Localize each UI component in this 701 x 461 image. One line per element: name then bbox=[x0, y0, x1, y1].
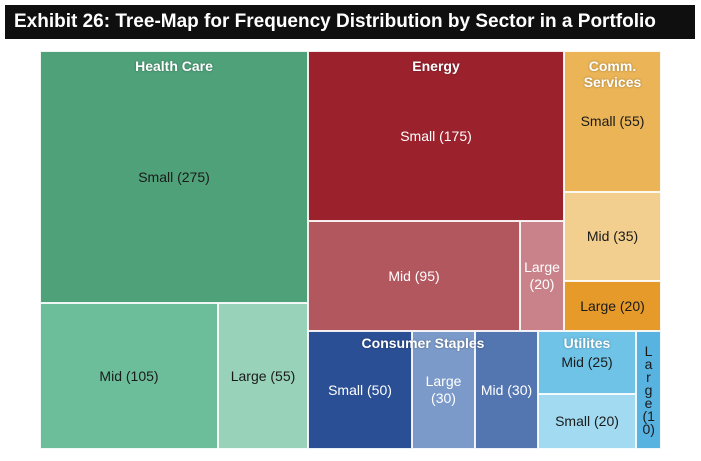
treemap-cell-energy-large: Large (20) bbox=[520, 221, 564, 331]
treemap-cell-health-care-small: Small (275) bbox=[40, 51, 308, 303]
sector-label-energy: Energy bbox=[412, 58, 460, 74]
cell-label: Large (20) bbox=[580, 297, 645, 314]
cell-label: Mid (105) bbox=[99, 367, 159, 384]
sector-label-utilites: Utilites bbox=[563, 335, 611, 351]
treemap-cell-health-care-mid: Mid (105) bbox=[40, 303, 218, 449]
cell-label: Large (30) bbox=[425, 373, 462, 406]
sector-label-comm-services: Comm. Services bbox=[583, 58, 642, 90]
cell-label: Mid (35) bbox=[586, 228, 639, 244]
cell-label: Small (20) bbox=[555, 413, 619, 429]
treemap-cell-utilites-large: Large (10) bbox=[636, 331, 661, 449]
treemap-cell-utilites-mid: Mid (25) bbox=[538, 331, 636, 394]
sector-label-consumer-staples: Consumer Staples bbox=[361, 335, 485, 351]
treemap-cell-health-care-large: Large (55) bbox=[218, 303, 308, 449]
cell-label: Large (55) bbox=[230, 367, 296, 384]
treemap-cell-energy-mid: Mid (95) bbox=[308, 221, 520, 331]
treemap-cell-comm-services-mid: Mid (35) bbox=[564, 192, 661, 281]
treemap-cell-comm-services-small: Small (55) bbox=[564, 51, 661, 192]
cell-label: Large (10) bbox=[642, 342, 655, 437]
cell-label: Mid (95) bbox=[388, 267, 440, 284]
treemap-cell-utilites-small: Small (20) bbox=[538, 394, 636, 449]
cell-label: Small (50) bbox=[328, 381, 392, 398]
sector-label-health-care: Health Care bbox=[135, 58, 213, 74]
treemap-cell-consumer-staples-mid: Mid (30) bbox=[475, 331, 538, 449]
cell-label: Small (175) bbox=[400, 127, 472, 144]
treemap-cell-consumer-staples-small: Small (50) bbox=[308, 331, 412, 449]
cell-label: Mid (25) bbox=[561, 354, 613, 370]
cell-label: Mid (30) bbox=[480, 381, 533, 398]
cell-label: Small (55) bbox=[580, 113, 645, 129]
treemap-cell-consumer-staples-large: Large (30) bbox=[412, 331, 475, 449]
cell-label: Large (20) bbox=[524, 259, 560, 292]
treemap-cell-comm-services-large: Large (20) bbox=[564, 281, 661, 331]
treemap-cell-energy-small: Small (175) bbox=[308, 51, 564, 221]
chart-title: Exhibit 26: Tree-Map for Frequency Distr… bbox=[5, 5, 695, 39]
cell-label: Small (275) bbox=[138, 168, 210, 185]
